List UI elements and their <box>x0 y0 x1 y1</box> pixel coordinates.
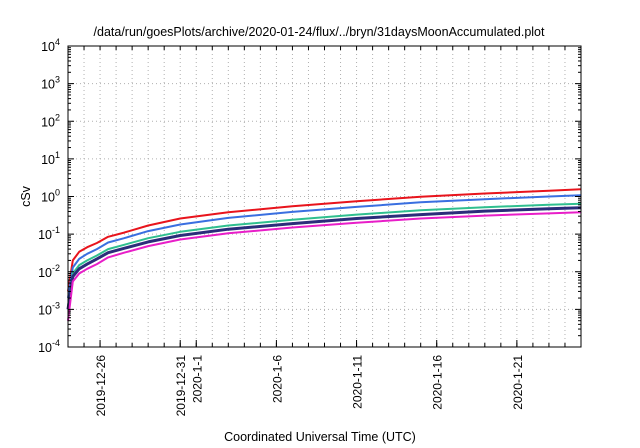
y-tick-label: 104 <box>41 37 60 54</box>
series-line-4 <box>66 206 582 310</box>
y-tick-label: 100 <box>41 188 60 205</box>
grid <box>68 46 581 347</box>
y-tick-label: 101 <box>41 150 60 167</box>
series-line-3 <box>67 202 582 307</box>
x-tick-label: 2020-1-1 <box>190 355 204 403</box>
y-tick-label: 10-1 <box>38 225 60 242</box>
x-tick-label: 2020-1-6 <box>270 355 284 403</box>
x-tick-label: 2020-1-16 <box>431 355 445 410</box>
y-tick-label: 10-4 <box>38 338 60 355</box>
x-axis-label: Coordinated Universal Time (UTC) <box>224 430 416 444</box>
series-group <box>66 188 582 321</box>
y-axis-label: cSv <box>19 185 33 207</box>
x-tick-label: 2020-1-11 <box>351 355 365 409</box>
x-tick-label: 2019-12-31 <box>174 355 188 417</box>
y-tick-label: 10-3 <box>38 300 60 317</box>
chart-title: /data/run/goesPlots/archive/2020-01-24/f… <box>94 25 545 39</box>
x-axis: 2019-12-26 2019-12-31 2020-1-1 2020-1-6 2020… <box>83 46 566 417</box>
x-tick-label: 2020-1-21 <box>511 355 525 410</box>
x-tick-label: 2019-12-26 <box>94 355 108 417</box>
y-axis: 10-4 10-3 10-2 10-1 100 101 102 103 104 <box>38 37 581 355</box>
y-tick-label: 102 <box>41 112 60 129</box>
series-line-5 <box>67 211 582 321</box>
y-tick-label: 10-2 <box>38 263 60 280</box>
y-tick-label: 103 <box>41 75 60 92</box>
series-line-2 <box>67 194 582 299</box>
series-line-1 <box>67 188 582 292</box>
